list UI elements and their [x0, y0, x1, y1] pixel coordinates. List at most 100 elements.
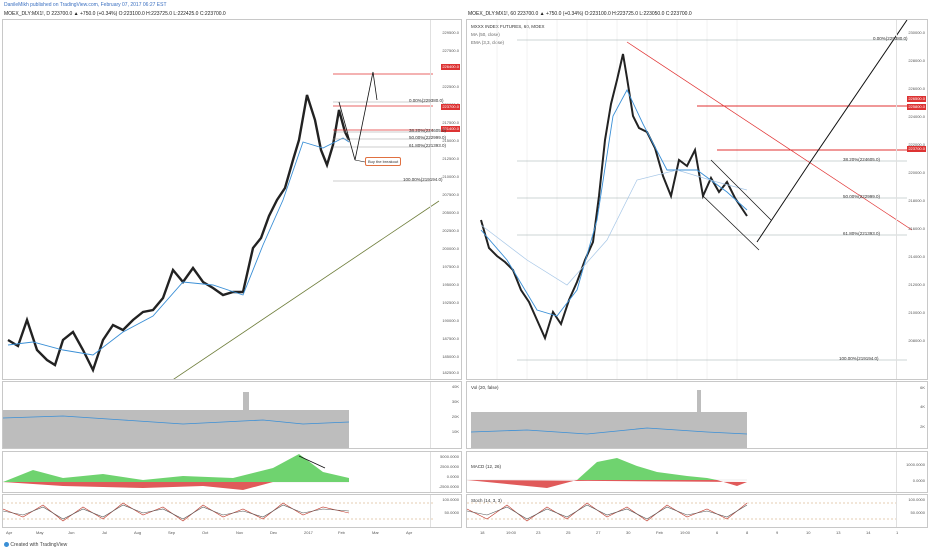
stoch-tick: 50.0000: [910, 510, 925, 515]
price-tick: 182500.0: [442, 370, 459, 375]
price-tick: 205000.0: [442, 210, 459, 215]
price-tick: 207500.0: [442, 192, 459, 197]
stoch-tick: 100.0000: [442, 497, 459, 502]
right-macd-plot: [467, 458, 747, 488]
macd-tick: 0.0000: [446, 474, 459, 479]
volume-tick: 40K: [451, 384, 459, 389]
month-tick: Jun: [68, 530, 75, 535]
left-stoch-plot: [3, 502, 433, 522]
price-tick: 210000.0: [442, 174, 459, 179]
date-tick: Feb: [656, 530, 663, 535]
date-tick: 1: [896, 530, 899, 535]
date-tick: 14: [866, 530, 871, 535]
date-tick: 10: [806, 530, 811, 535]
price-tick: 185000.0: [442, 354, 459, 359]
month-tick: Dec: [270, 530, 278, 535]
macd-tick: 2500.0000: [440, 464, 459, 469]
price-tag: 226400.0: [441, 64, 460, 70]
price-tick: 226000.0: [908, 86, 925, 91]
fib-label: 100.00%(219194.0): [403, 177, 443, 182]
volume-legend: Vol (20, false): [471, 385, 499, 390]
fib-label: 61.80%(221393.0): [409, 143, 447, 148]
date-tick: 19:00: [506, 530, 517, 535]
volume-tick: 30K: [451, 399, 459, 404]
date-tick: 8: [746, 530, 749, 535]
volume-tick: 4K: [920, 404, 925, 409]
right-price-pane[interactable]: MXXX INDEX FUTURES, 60, MOEX MA (50, clo…: [466, 19, 928, 380]
price-tick: 212000.0: [908, 282, 925, 287]
price-tick: 222500.0: [442, 84, 459, 89]
right-volume-pane[interactable]: Vol (20, false) 6K 4K 2K: [466, 381, 928, 449]
price-tick: 218000.0: [908, 198, 925, 203]
date-tick: 27: [596, 530, 601, 535]
macd-tick: 1000.0000: [906, 462, 925, 467]
footer-credit: Created with TradingView: [4, 542, 67, 548]
price-tick: 192500.0: [442, 300, 459, 305]
volume-tick: 6K: [920, 385, 925, 390]
price-tick: 228000.0: [908, 58, 925, 63]
left-symbol-info: MOEX_DLY:MX1!, D 223700.0 ▲ +750.0 (+0.3…: [4, 11, 226, 17]
price-tick: 230000.0: [908, 30, 925, 35]
fib-label: 38.20%(224605.0): [409, 128, 447, 133]
price-tick: 214000.0: [908, 254, 925, 259]
month-tick: Jul: [102, 530, 108, 535]
month-tick: Apr: [406, 530, 413, 535]
date-tick: 30: [626, 530, 631, 535]
fib-label: 0.00%(229380.0): [409, 98, 444, 103]
macd-tick: -2500.0000: [438, 484, 459, 489]
price-tick: 229500.0: [442, 30, 459, 35]
right-chart-title: MXXX INDEX FUTURES, 60, MOEX: [471, 24, 545, 29]
tradingview-logo-icon: [4, 542, 9, 548]
fib-label: 61.80%(221393.0): [843, 231, 881, 236]
stoch-tick: 100.0000: [908, 497, 925, 502]
price-tick: 216000.0: [908, 226, 925, 231]
left-price-pane[interactable]: 229500.0 227500.0 225000.0 222500.0 2200…: [2, 19, 462, 380]
footer-text: Created with TradingView: [10, 542, 68, 548]
macd-tick: 5000.0000: [440, 454, 459, 459]
month-tick: Feb: [338, 530, 345, 535]
stoch-legend: Stoch (14, 3, 3): [471, 498, 502, 503]
price-tick: 187500.0: [442, 336, 459, 341]
fib-label: 50.00%(222999.0): [409, 135, 447, 140]
fib-label: 38.20%(224605.0): [843, 157, 881, 162]
price-tick: 215000.0: [442, 138, 459, 143]
date-tick: 18: [480, 530, 485, 535]
left-stoch-pane[interactable]: 100.0000 50.0000: [2, 494, 462, 528]
right-price-plot: [480, 20, 917, 379]
right-volume-plot: [470, 390, 748, 448]
right-time-axis[interactable]: 18 19:00 23 25 27 30 Feb 19:00 6 8 9 10 …: [466, 528, 928, 536]
left-macd-plot: [3, 454, 349, 490]
ema-legend: EMA (3,3, close): [471, 40, 505, 45]
price-tag: 225800.0: [907, 104, 926, 110]
left-price-axis[interactable]: 229500.0 227500.0 225000.0 222500.0 2200…: [430, 20, 461, 379]
left-volume-pane[interactable]: 40K 30K 20K 10K: [2, 381, 462, 449]
month-tick: 2017: [304, 530, 313, 535]
volume-tick: 10K: [451, 429, 459, 434]
stoch-tick: 50.0000: [444, 510, 459, 515]
month-tick: Mar: [372, 530, 379, 535]
publisher-text: DanileMikh published on TradingView.com,…: [4, 2, 167, 8]
right-macd-pane[interactable]: MACD (12, 26) 1000.0000 0.0000: [466, 451, 928, 493]
price-tag: 223700.0: [441, 104, 460, 110]
price-tick: 190000.0: [442, 318, 459, 323]
right-stoch-pane[interactable]: Stoch (14, 3, 3) 100.0000 50.0000: [466, 494, 928, 528]
macd-tick: 0.0000: [912, 478, 925, 483]
date-tick: 19:00: [680, 530, 691, 535]
left-time-axis[interactable]: Apr May Jun Jul Aug Sep Oct Nov Dec 2017…: [2, 528, 462, 536]
date-tick: 6: [716, 530, 719, 535]
month-tick: Sep: [168, 530, 176, 535]
month-tick: May: [36, 530, 44, 535]
price-tick: 217500.0: [442, 120, 459, 125]
price-tick: 212500.0: [442, 156, 459, 161]
price-tag: 223700.0: [907, 146, 926, 152]
left-price-plot: [7, 71, 440, 379]
right-price-axis[interactable]: 230000.0 228000.0 226000.0 224000.0 2220…: [896, 20, 927, 379]
buy-breakout-note[interactable]: Buy the breakout: [365, 157, 402, 166]
price-tick: 227500.0: [442, 48, 459, 53]
price-tick: 202500.0: [442, 228, 459, 233]
fib-label: 0.00%(229380.0): [873, 36, 908, 41]
price-tick: 208000.0: [908, 338, 925, 343]
left-macd-pane[interactable]: 5000.0000 2500.0000 0.0000 -2500.0000: [2, 451, 462, 493]
month-tick: Oct: [202, 530, 209, 535]
left-volume-plot: [3, 392, 350, 448]
